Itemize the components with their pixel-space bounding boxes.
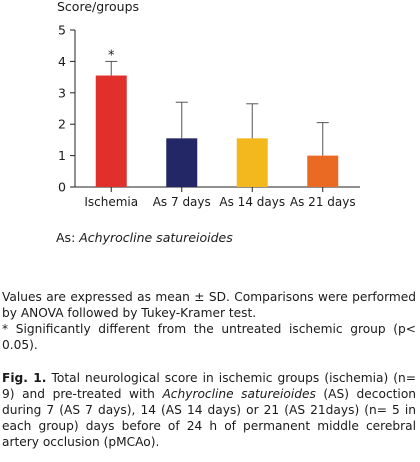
bar [166,138,198,187]
chart-labels: 0 1 2 3 4 5 Ischemia * As 7 days As 14 days As 21 … [58,23,356,210]
caption-species: Achyrocline satureioides [162,387,316,401]
bar [236,138,268,187]
caption-text-2: (AS) decoction during 7 (AS 7 days), 14 … [2,387,416,449]
bar [307,155,339,187]
statistics-notes: Values are expressed as mean ± SD. Compa… [2,289,416,353]
y-tick-label: 3 [58,85,66,100]
y-tick-label: 1 [58,148,66,163]
abbreviation-prefix: As: [56,230,80,245]
y-axis-label: Score/groups [57,0,139,14]
x-tick-label: As 7 days [153,195,211,209]
bar [95,75,127,187]
caption-text-1: Total neurological score in ischemic gro… [2,371,416,401]
figure-label: Fig. 1. [2,371,47,385]
notes-line-1: Values are expressed as mean ± SD. Compa… [2,290,416,320]
chart-bars [95,60,339,187]
bar-chart: Score/groups 0 1 2 3 4 5 Ischemia * As 7 days As … [57,0,360,210]
significance-marker: * [108,48,115,63]
x-tick-label: As 21 days [290,195,356,209]
y-tick-label: 5 [58,23,66,38]
y-tick-label: 4 [58,54,66,69]
figure-caption: Fig. 1. Total neurological score in isch… [2,370,416,450]
x-tick-label: As 14 days [219,195,285,209]
y-tick-label: 0 [58,180,66,195]
abbreviation-species: Achyrocline satureioides [79,230,233,245]
notes-line-2: * Significantly different from the untre… [2,322,416,352]
x-tick-label: Ischemia [84,195,138,209]
abbreviation-note: As: Achyrocline satureioides [56,230,233,245]
y-tick-label: 2 [58,117,66,132]
